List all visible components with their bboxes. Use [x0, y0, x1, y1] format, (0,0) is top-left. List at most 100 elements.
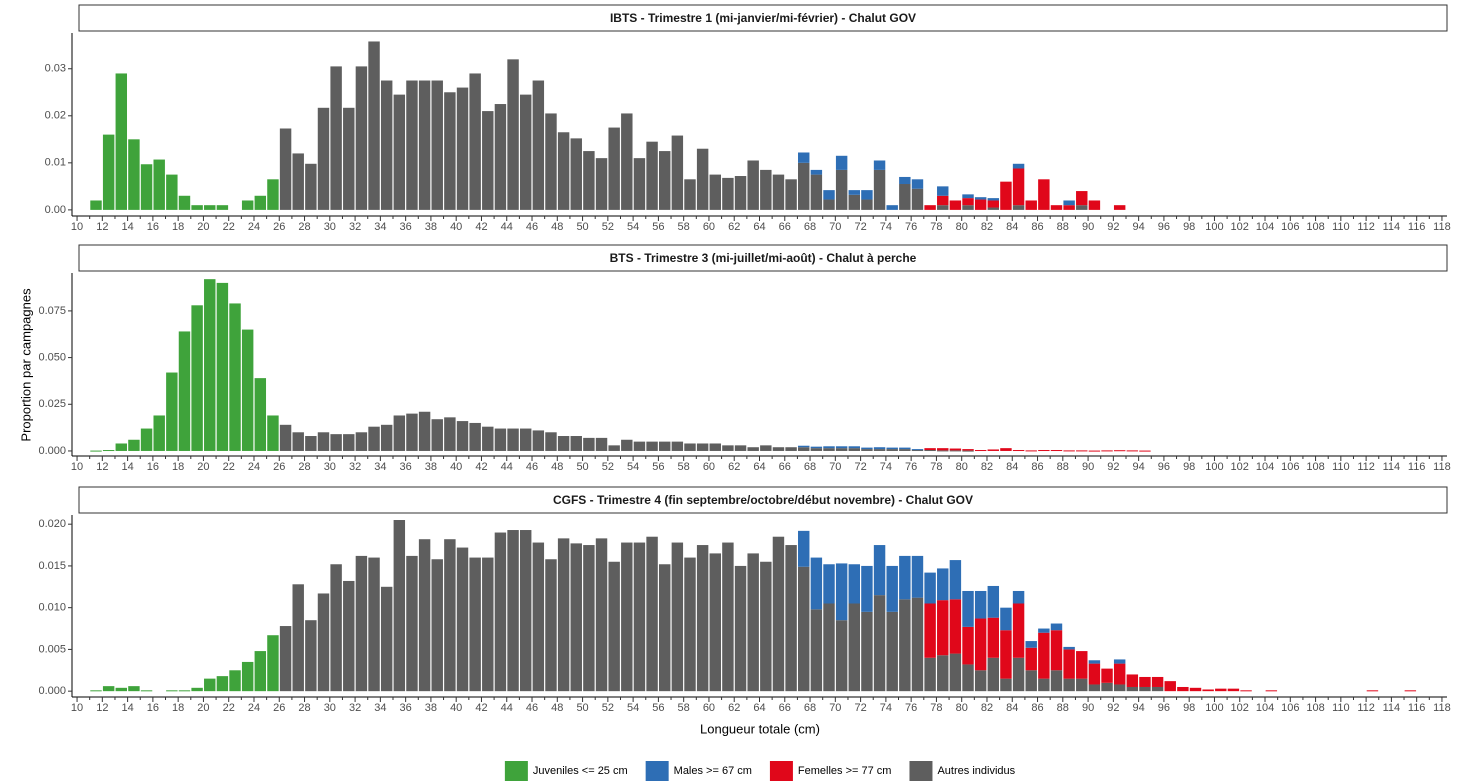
x-tick-label: 58: [678, 702, 690, 714]
bar: [317, 432, 330, 451]
x-tick-label: 30: [324, 702, 336, 714]
bar: [393, 94, 406, 210]
x-tick-label: 80: [956, 461, 968, 473]
bar: [557, 132, 570, 210]
x-tick-label: 116: [1408, 702, 1426, 714]
x-tick-label: 60: [703, 702, 715, 714]
bar: [418, 539, 431, 692]
bar: [317, 107, 330, 210]
bar: [785, 447, 797, 451]
x-tick-label: 14: [121, 461, 133, 473]
x-tick-label: 98: [1183, 221, 1195, 233]
x-tick-label: 10: [71, 461, 83, 473]
bar: [949, 560, 962, 600]
bar: [115, 687, 128, 692]
bar: [962, 194, 974, 199]
bar: [937, 450, 949, 452]
bar: [1113, 663, 1126, 685]
bar: [482, 111, 494, 210]
x-tick-label: 54: [627, 702, 639, 714]
x-tick-label: 16: [147, 461, 159, 473]
y-tick-label: 0.015: [38, 560, 66, 572]
bar: [1025, 200, 1037, 210]
x-tick-label: 112: [1357, 702, 1375, 714]
bar: [1113, 659, 1126, 664]
bar: [1025, 641, 1037, 648]
bar: [1088, 663, 1101, 685]
bar: [494, 104, 507, 210]
x-tick-label: 84: [1006, 461, 1018, 473]
x-tick-label: 118: [1433, 461, 1451, 473]
bar: [1139, 676, 1151, 687]
x-tick-label: 14: [121, 221, 133, 233]
panel-title: CGFS - Trimestre 4 (fin septembre/octobr…: [553, 493, 973, 507]
bar: [848, 603, 861, 692]
bar: [1088, 660, 1101, 664]
bar: [241, 661, 254, 692]
bar: [848, 194, 861, 210]
bar: [911, 188, 924, 210]
y-tick-label: 0.02: [45, 110, 66, 122]
bar: [924, 450, 936, 452]
bar: [1139, 450, 1151, 452]
bar: [835, 169, 848, 210]
bar: [823, 190, 835, 200]
x-tick-label: 48: [551, 461, 563, 473]
panel-title: BTS - Trimestre 3 (mi-juillet/mi-août) -…: [610, 251, 917, 265]
bar: [798, 447, 810, 451]
x-tick-label: 22: [223, 221, 235, 233]
x-tick-label: 16: [147, 702, 159, 714]
x-tick-label: 106: [1281, 461, 1299, 473]
bar: [305, 163, 317, 210]
bar: [557, 436, 570, 451]
bar: [747, 447, 759, 451]
bar: [267, 635, 279, 692]
bar: [810, 448, 823, 451]
bar: [835, 620, 848, 692]
bar: [1050, 205, 1063, 210]
bar: [709, 443, 721, 451]
bar: [241, 329, 254, 451]
bar: [873, 169, 886, 210]
y-tick-label: 0.075: [38, 305, 66, 317]
x-tick-label: 34: [374, 702, 386, 714]
bar: [305, 620, 317, 692]
bar: [709, 553, 721, 692]
bar: [102, 686, 115, 692]
bar: [191, 305, 203, 451]
bar: [962, 449, 974, 451]
bar: [696, 545, 709, 692]
bar: [557, 538, 570, 692]
bar: [1076, 191, 1088, 206]
bar: [1076, 651, 1088, 679]
bar: [937, 568, 949, 601]
x-tick-label: 84: [1006, 221, 1018, 233]
bar: [911, 450, 924, 452]
x-tick-label: 14: [121, 702, 133, 714]
bar: [343, 107, 355, 210]
bar: [848, 564, 861, 604]
x-tick-label: 110: [1332, 702, 1350, 714]
bar: [924, 657, 936, 692]
x-tick-label: 116: [1408, 221, 1426, 233]
bar: [305, 436, 317, 451]
x-tick-label: 26: [273, 461, 285, 473]
bar: [924, 448, 936, 451]
bar: [747, 553, 759, 692]
bar: [949, 653, 962, 692]
x-tick-label: 100: [1205, 461, 1223, 473]
bar: [128, 439, 140, 451]
bar: [570, 138, 582, 210]
bar: [1227, 688, 1240, 692]
bar: [469, 422, 481, 451]
bar: [734, 176, 747, 210]
x-tick-label: 44: [501, 461, 513, 473]
x-tick-label: 82: [981, 221, 993, 233]
bar: [128, 139, 140, 210]
bar: [368, 41, 380, 210]
x-tick-label: 108: [1306, 702, 1324, 714]
bar: [456, 547, 469, 692]
bar: [823, 199, 835, 210]
x-tick-label: 44: [501, 702, 513, 714]
bar: [1126, 450, 1139, 452]
